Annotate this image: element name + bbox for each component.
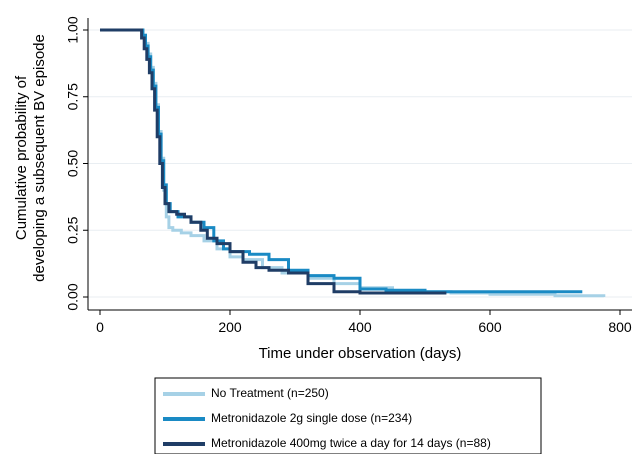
y-axis-title: Cumulative probability of developing a s…: [13, 34, 48, 282]
y-axis-title-line-1: Cumulative probability of: [13, 75, 30, 240]
legend-label: Metronidazole 2g single dose (n=234): [211, 411, 412, 425]
x-tick-label: 400: [348, 319, 372, 335]
legend: No Treatment (n=250) Metronidazole 2g sin…: [154, 377, 542, 454]
legend-box: [154, 377, 542, 454]
y-ticks: 0.00 0.25 0.50 0.75 1.00: [65, 16, 88, 311]
legend-item-2: Metronidazole 2g single dose (n=234): [163, 411, 412, 425]
x-tick-label: 800: [608, 319, 632, 335]
x-tick-label: 600: [478, 319, 502, 335]
y-tick-label: 0.50: [65, 150, 81, 177]
legend-item-1: No Treatment (n=250): [163, 386, 329, 400]
y-tick-label: 1.00: [65, 16, 81, 43]
legend-label: No Treatment (n=250): [211, 386, 329, 400]
x-tick-label: 200: [218, 319, 242, 335]
series-line-2: [100, 28, 583, 294]
series-line-3: [100, 28, 447, 295]
y-tick-label: 0.00: [65, 283, 81, 310]
x-tick-label: 0: [96, 319, 104, 335]
gridlines: [88, 29, 632, 298]
x-axis-title: Time under observation (days): [259, 345, 462, 362]
y-tick-label: 0.75: [65, 83, 81, 110]
x-ticks: 0 200 400 600 800: [96, 310, 632, 335]
series-lines: [100, 28, 606, 298]
legend-item-3: Metronidazole 400mg twice a day for 14 d…: [163, 436, 491, 450]
y-tick-label: 0.25: [65, 216, 81, 243]
y-axis-title-line-2: developing a subsequent BV episode: [31, 34, 48, 282]
legend-label: Metronidazole 400mg twice a day for 14 d…: [211, 436, 491, 450]
